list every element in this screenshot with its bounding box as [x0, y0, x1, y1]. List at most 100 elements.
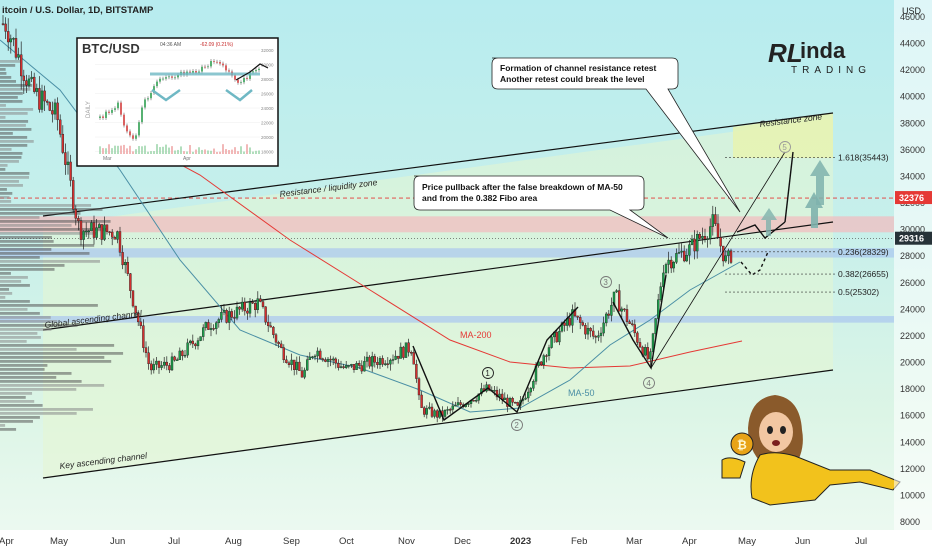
- inset-candle-body: [210, 61, 212, 67]
- candle-body: [194, 343, 197, 347]
- volume-profile-bar: [0, 384, 105, 387]
- candle-body: [345, 365, 348, 368]
- candle-body: [303, 369, 306, 378]
- candle-body: [415, 363, 418, 379]
- candle-body: [410, 351, 413, 354]
- inset-volume-bar: [204, 149, 206, 154]
- fibo-label-28329: 0.236(28329): [838, 247, 889, 257]
- volume-profile-bar: [0, 404, 43, 407]
- inset-candle-body: [123, 114, 125, 126]
- ma200-line: [119, 131, 743, 369]
- candle-body: [631, 323, 634, 325]
- inset-volume-bar: [228, 150, 230, 154]
- candle-body: [308, 356, 311, 360]
- volume-profile-bar: [0, 224, 72, 227]
- candle-body: [97, 224, 101, 228]
- time-tick-jul: Jul: [855, 536, 867, 547]
- candle-body: [316, 350, 319, 357]
- inset-candle-body: [240, 82, 242, 84]
- candle-body: [95, 227, 98, 238]
- wave-pattern: [412, 151, 794, 422]
- volume-profile-bar: [0, 396, 26, 399]
- candle-body: [334, 358, 337, 364]
- inset-candle-body: [159, 78, 161, 82]
- candle-body: [514, 401, 517, 404]
- price-axis-bg: [894, 0, 932, 550]
- volume-profile-bar: [0, 68, 6, 71]
- inset-volume-bar: [108, 144, 110, 154]
- logo-text-top: inda: [800, 38, 846, 63]
- candle-body: [149, 363, 153, 371]
- inset-volume-bar: [105, 148, 107, 154]
- volume-profile-bar: [0, 296, 6, 299]
- candle-body: [597, 335, 600, 338]
- volume-profile-bar: [0, 264, 65, 267]
- price-tick-18000: 18000: [900, 384, 925, 394]
- inset-candle-body: [150, 92, 152, 99]
- candle-body: [17, 54, 20, 58]
- candle-body: [646, 347, 649, 360]
- candle-body: [147, 352, 150, 365]
- candle-body: [339, 366, 343, 368]
- fibo-label-25302: 0.5(25302): [838, 287, 879, 297]
- candle-body: [417, 378, 421, 396]
- candle-body: [61, 133, 64, 153]
- candle-body: [129, 273, 132, 291]
- candle-body: [620, 308, 623, 312]
- candle-body: [173, 356, 176, 361]
- volume-profile-bar: [0, 252, 90, 255]
- inset-tick-18000: 18000: [261, 150, 274, 155]
- volume-profile-bar: [0, 344, 115, 347]
- candle-body: [693, 238, 696, 252]
- candle-body: [168, 365, 171, 371]
- candle-body: [300, 370, 304, 378]
- inset-volume-bar: [135, 149, 137, 154]
- inset-change: -62.09 (0.21%): [200, 42, 233, 48]
- candle-body: [547, 347, 551, 356]
- time-tick-aug: Aug: [225, 536, 242, 547]
- candle-body: [352, 364, 356, 370]
- candle-body: [524, 397, 527, 400]
- wave-label-5: 5: [782, 143, 787, 152]
- candle-body: [558, 330, 561, 343]
- wave-label-circle-3: [600, 276, 612, 288]
- chart-title: itcoin / U.S. Dollar, 1D, BITSTAMP: [2, 5, 154, 16]
- inset-volume-bar: [126, 148, 128, 154]
- inset-volume-bar: [141, 146, 143, 154]
- volume-profile-bar: [0, 160, 19, 163]
- inset-candle-body: [168, 76, 170, 78]
- candle-body: [425, 408, 428, 415]
- candle-body: [506, 397, 509, 407]
- volume-profile-bar: [0, 124, 26, 127]
- resistance-liquidity-band: [0, 216, 894, 233]
- volume-profile-bar: [0, 72, 7, 75]
- price-tick-10000: 10000: [900, 490, 925, 500]
- inset-volume-bar: [114, 145, 116, 154]
- candle-body: [326, 358, 330, 362]
- candle-body: [69, 161, 72, 181]
- candle-body: [584, 324, 587, 335]
- candle-body: [706, 238, 709, 240]
- time-tick-mar: Mar: [626, 536, 642, 547]
- candle-body: [267, 321, 270, 327]
- candle-body: [711, 214, 714, 227]
- candle-body: [30, 76, 33, 80]
- inset-volume-bar: [183, 151, 185, 154]
- volume-profile-bar: [0, 316, 51, 319]
- inset-volume-bar: [216, 151, 218, 154]
- candle-body: [287, 362, 291, 365]
- inset-volume-bar: [168, 147, 170, 154]
- candle-body: [495, 389, 499, 398]
- candle-body: [586, 327, 590, 335]
- time-tick-may: May: [50, 536, 68, 547]
- candle-body: [1, 23, 5, 25]
- candle-body: [358, 363, 361, 366]
- volume-profile-bar: [0, 392, 33, 395]
- price-tick-12000: 12000: [900, 464, 925, 474]
- candle-body: [157, 360, 161, 368]
- candle-body: [386, 363, 389, 365]
- candle-body: [722, 245, 725, 262]
- volume-profile-bar: [0, 416, 40, 419]
- inset-candle-body: [249, 72, 251, 79]
- price-tick-26000: 26000: [900, 278, 925, 288]
